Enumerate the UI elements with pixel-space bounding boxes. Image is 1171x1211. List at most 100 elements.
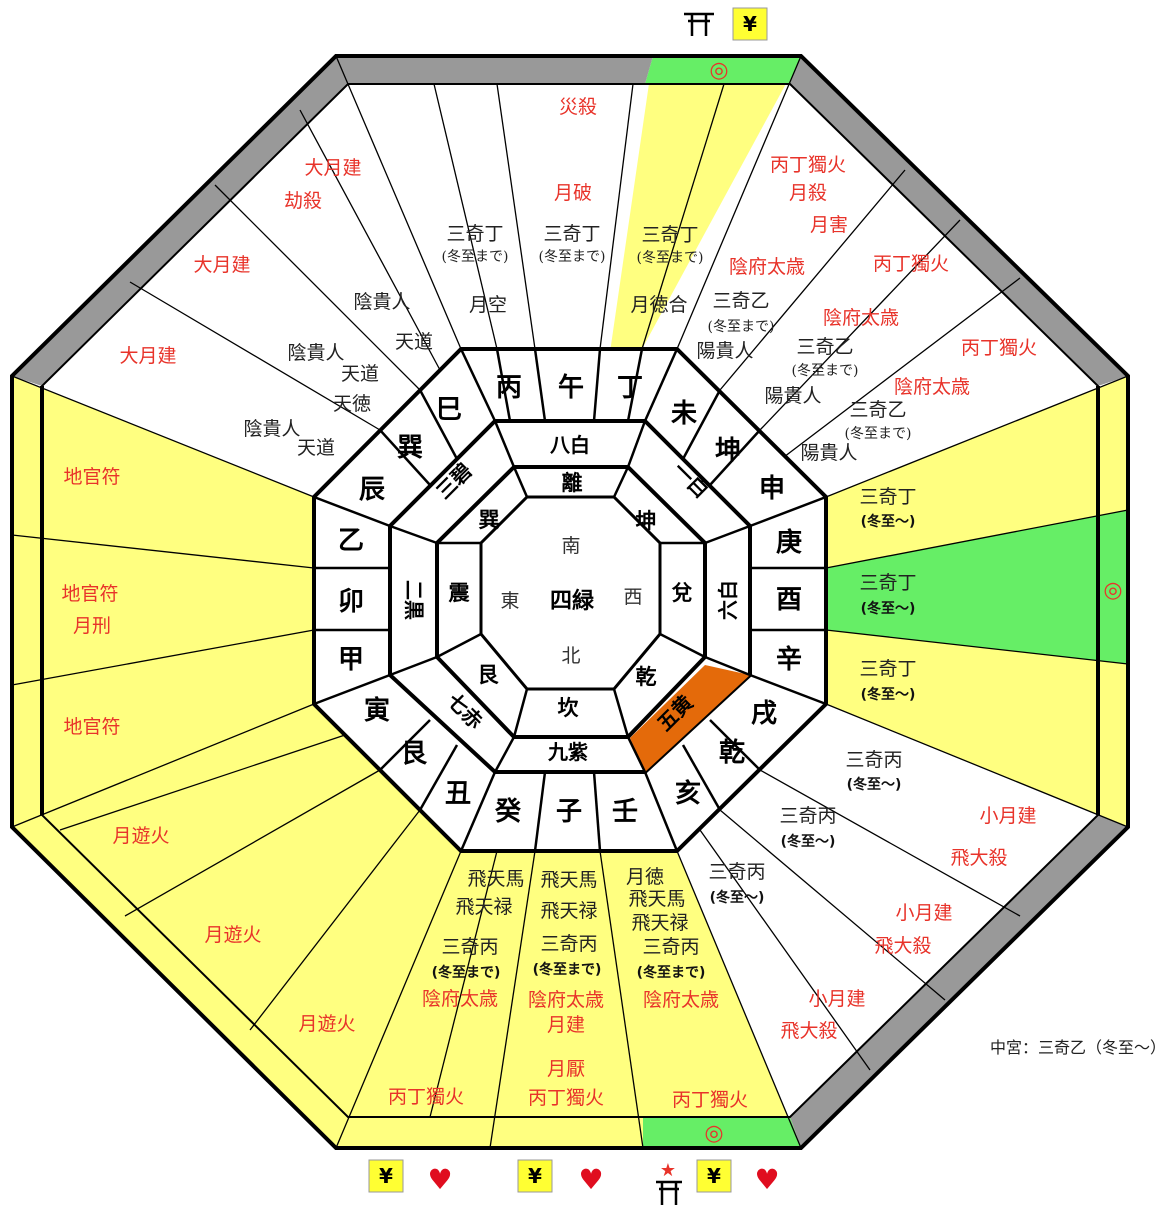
label: 三奇丁 — [641, 224, 698, 246]
yen-box-3 — [696, 1159, 732, 1193]
label: 月建 — [547, 1014, 585, 1036]
label: (冬至まで) — [708, 319, 775, 335]
label: 地官符 — [63, 716, 120, 738]
ring-separators — [313, 348, 827, 852]
mountain-chuu: 丑 — [445, 779, 471, 809]
sector-southwest-fill — [12, 704, 461, 1148]
yen-icon: ¥ — [707, 1164, 721, 1188]
mountain-shin3: 辰 — [359, 475, 385, 505]
label: 大月建 — [193, 254, 250, 276]
mountain-shin2: 辛 — [776, 644, 802, 675]
label: 飛天馬 — [628, 888, 685, 910]
label: 月害 — [810, 214, 848, 236]
yen-icon: ¥ — [379, 1164, 393, 1188]
label: 三奇乙 — [849, 399, 906, 421]
label: 地官符 — [61, 583, 118, 605]
mountain-shi2: 巳 — [436, 395, 462, 425]
label: 飛天禄 — [455, 896, 512, 918]
label: 三奇丙 — [441, 936, 498, 958]
label: 月遊火 — [112, 825, 169, 847]
label: 三奇丁 — [859, 572, 916, 594]
label: 陰貴人 — [243, 418, 300, 440]
mountain-in: 寅 — [364, 695, 390, 726]
yen-box-1 — [368, 1159, 404, 1193]
label: 飛大殺 — [950, 847, 1007, 869]
label: 陰府太歳 — [823, 307, 899, 329]
trigram-northeast: 艮 — [478, 663, 500, 687]
label: (冬至まで) — [539, 249, 606, 265]
label: 陰府太歳 — [422, 988, 498, 1010]
label: 陰府太歳 — [729, 256, 805, 278]
label: (冬至〜) — [847, 776, 902, 793]
label: 月遊火 — [204, 924, 261, 946]
mountain-ki: 癸 — [494, 796, 522, 827]
label: 月遊火 — [298, 1013, 355, 1035]
shrine-icon — [684, 12, 714, 36]
mountain-go: 午 — [558, 372, 584, 403]
mountain-yuu: 酉 — [776, 585, 802, 615]
mountain-tei: 丁 — [617, 373, 643, 403]
label: (冬至まで) — [845, 426, 912, 442]
label: (冬至まで) — [637, 964, 706, 981]
center-south-label: 南 — [561, 535, 580, 557]
yen-icon: ¥ — [528, 1164, 542, 1188]
trigram-east: 震 — [449, 581, 471, 605]
mountain-kon: 坤 — [715, 436, 741, 466]
label: 陰府太歳 — [894, 376, 970, 398]
label: 災殺 — [559, 96, 597, 118]
label: 飛天禄 — [540, 900, 597, 922]
label: (冬至〜) — [861, 513, 916, 530]
label: 陽貴人 — [696, 340, 753, 362]
label: 飛天馬 — [540, 869, 597, 891]
label: 小月建 — [808, 988, 865, 1010]
label: (冬至まで) — [442, 249, 509, 265]
label: 丙丁獨火 — [528, 1087, 604, 1109]
mountain-shin: 申 — [759, 474, 785, 504]
label: 月徳合 — [630, 294, 687, 316]
label: (冬至〜) — [861, 686, 916, 703]
label: 月殺 — [789, 182, 827, 204]
double-circle-west: ◎ — [1103, 578, 1122, 603]
label: 月厭 — [547, 1058, 585, 1080]
label: (冬至〜) — [710, 889, 765, 906]
double-circle-north: ◎ — [704, 1121, 723, 1146]
label: 陰貴人 — [353, 291, 410, 313]
five-yellow-cell — [630, 665, 750, 772]
label: 三奇乙 — [712, 290, 769, 312]
label: 大月建 — [119, 345, 176, 367]
label: 小月建 — [895, 902, 952, 924]
label: 三奇丁 — [543, 223, 600, 245]
mountain-shi: 子 — [556, 797, 582, 827]
label: 月刑 — [73, 615, 111, 637]
trigram-northwest: 乾 — [636, 665, 657, 689]
label: 天徳 — [333, 393, 371, 415]
label: 丙丁獨火 — [961, 337, 1037, 359]
star-icon: ★ — [660, 1160, 676, 1181]
label: 丙丁獨火 — [388, 1086, 464, 1108]
label: 飛大殺 — [780, 1020, 837, 1042]
label: 月空 — [469, 294, 507, 316]
label: 三奇丙 — [845, 749, 902, 771]
trigram-southeast: 巽 — [479, 508, 500, 532]
heart-icon: ♥ — [754, 1163, 779, 1196]
shrine-icon — [656, 1180, 682, 1205]
label: 三奇乙 — [796, 336, 853, 358]
label: 天道 — [341, 363, 379, 385]
sector-lines — [11, 55, 1129, 1149]
yen-box-2 — [517, 1159, 553, 1193]
label: 月徳 — [626, 866, 664, 888]
label: (冬至まで) — [533, 961, 602, 978]
yen-box-top — [732, 7, 768, 41]
mountain-kou2: 甲 — [338, 645, 364, 675]
label: 三奇丁 — [446, 223, 503, 245]
label: (冬至〜) — [861, 600, 916, 617]
label: 飛大殺 — [874, 935, 931, 957]
label: 陰府太歳 — [528, 989, 604, 1011]
mountain-jin: 壬 — [612, 797, 638, 827]
label: (冬至まで) — [637, 250, 704, 266]
yen-icon: ¥ — [743, 12, 757, 36]
sector-west-fill — [12, 376, 314, 827]
mountain-gon: 艮 — [401, 739, 428, 769]
heart-icon: ♥ — [578, 1163, 603, 1196]
label: 飛天禄 — [631, 912, 688, 934]
